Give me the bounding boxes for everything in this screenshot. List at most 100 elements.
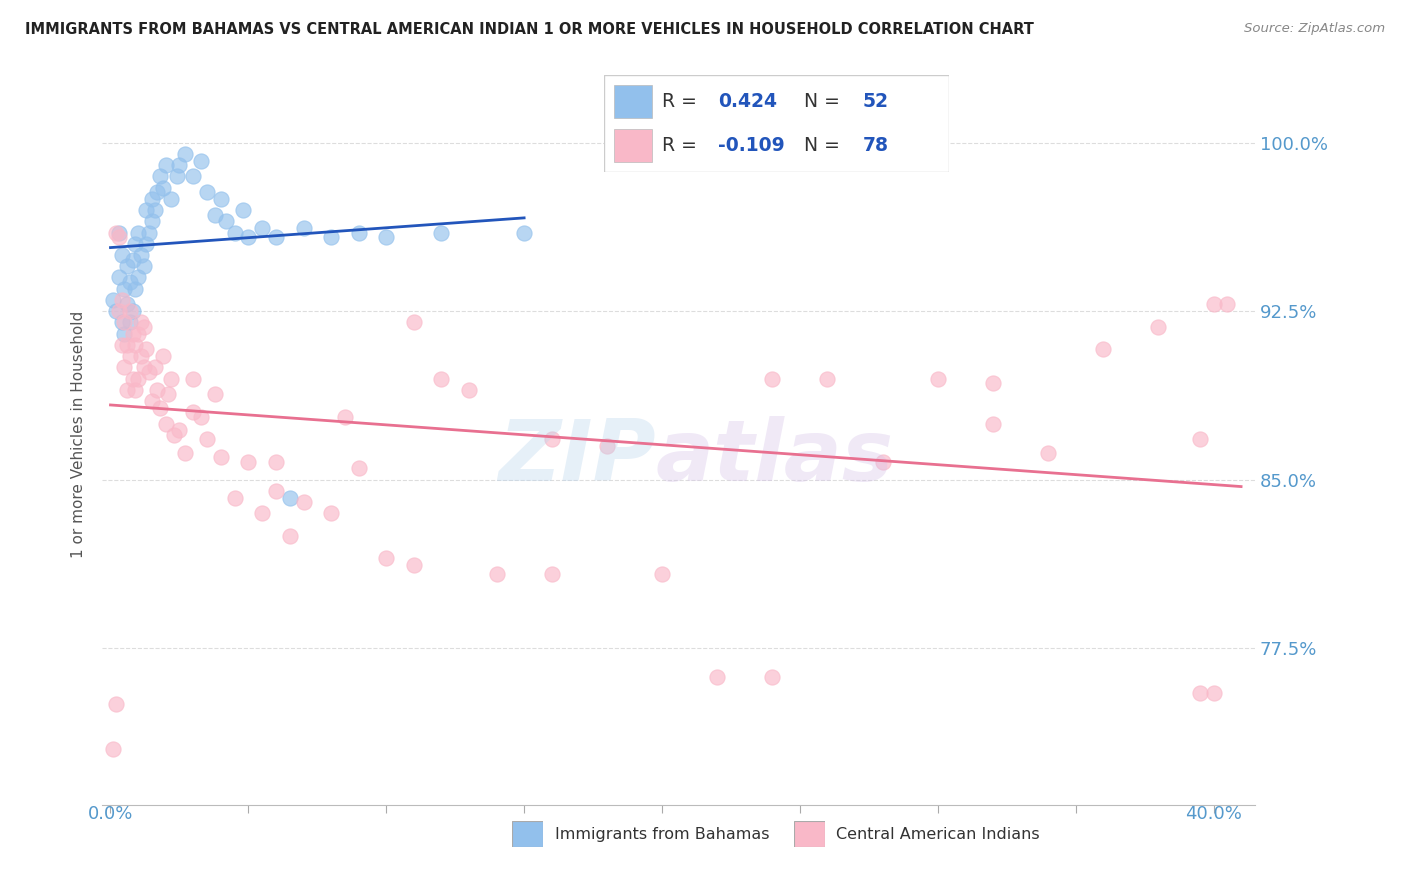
Point bbox=[485, 567, 508, 582]
Point bbox=[264, 455, 287, 469]
Point bbox=[127, 326, 149, 341]
Point bbox=[112, 360, 135, 375]
Point bbox=[127, 270, 149, 285]
Point bbox=[195, 432, 218, 446]
Point bbox=[209, 192, 232, 206]
Point bbox=[333, 409, 356, 424]
Point bbox=[651, 567, 673, 582]
Point bbox=[103, 742, 125, 756]
Point bbox=[105, 698, 128, 712]
Point bbox=[375, 230, 398, 244]
Point bbox=[152, 180, 174, 194]
Point bbox=[347, 461, 370, 475]
Point bbox=[204, 387, 226, 401]
Point bbox=[981, 376, 1004, 390]
Point bbox=[160, 192, 183, 206]
Point bbox=[706, 670, 728, 684]
Point bbox=[121, 371, 143, 385]
Point bbox=[238, 230, 260, 244]
Point bbox=[761, 670, 783, 684]
Point bbox=[135, 203, 157, 218]
Point bbox=[540, 567, 562, 582]
Point bbox=[224, 491, 246, 505]
Point bbox=[1036, 446, 1059, 460]
Text: ZIP: ZIP bbox=[498, 416, 655, 499]
Point bbox=[132, 320, 155, 334]
Point bbox=[110, 338, 132, 352]
Point bbox=[118, 349, 141, 363]
Point bbox=[319, 507, 342, 521]
Point bbox=[292, 221, 315, 235]
Point bbox=[166, 169, 188, 184]
Point bbox=[430, 371, 453, 385]
Point bbox=[121, 326, 143, 341]
Point bbox=[138, 226, 160, 240]
Point bbox=[118, 304, 141, 318]
Point bbox=[190, 153, 212, 168]
Point bbox=[209, 450, 232, 465]
Point bbox=[1202, 686, 1225, 700]
Point bbox=[1147, 320, 1170, 334]
Point bbox=[872, 455, 894, 469]
Point bbox=[169, 423, 191, 437]
Point bbox=[121, 252, 143, 267]
Point bbox=[181, 405, 204, 419]
Point bbox=[250, 507, 273, 521]
Point bbox=[1092, 343, 1115, 357]
Point bbox=[1188, 432, 1211, 446]
Point bbox=[103, 293, 125, 307]
Point bbox=[124, 383, 146, 397]
Point bbox=[264, 230, 287, 244]
Point bbox=[238, 455, 260, 469]
Point bbox=[115, 338, 138, 352]
Point bbox=[160, 371, 183, 385]
Point bbox=[224, 226, 246, 240]
Point bbox=[146, 185, 169, 199]
Point bbox=[319, 230, 342, 244]
Point bbox=[121, 304, 143, 318]
Point bbox=[124, 236, 146, 251]
Point bbox=[110, 315, 132, 329]
Point bbox=[135, 236, 157, 251]
Point bbox=[596, 439, 619, 453]
Point bbox=[292, 495, 315, 509]
Point bbox=[105, 226, 128, 240]
Point bbox=[143, 360, 166, 375]
Point bbox=[540, 432, 562, 446]
Point bbox=[981, 417, 1004, 431]
Point bbox=[141, 394, 163, 409]
Point bbox=[174, 446, 197, 460]
Point bbox=[163, 427, 186, 442]
Point bbox=[107, 270, 129, 285]
Point bbox=[124, 338, 146, 352]
Point bbox=[458, 383, 481, 397]
Point bbox=[118, 275, 141, 289]
Point bbox=[143, 203, 166, 218]
Point bbox=[107, 304, 129, 318]
Point bbox=[264, 483, 287, 498]
Point bbox=[347, 226, 370, 240]
Point bbox=[115, 383, 138, 397]
Point bbox=[115, 297, 138, 311]
Point bbox=[127, 371, 149, 385]
Point bbox=[817, 371, 839, 385]
Point bbox=[1188, 686, 1211, 700]
Text: IMMIGRANTS FROM BAHAMAS VS CENTRAL AMERICAN INDIAN 1 OR MORE VEHICLES IN HOUSEHO: IMMIGRANTS FROM BAHAMAS VS CENTRAL AMERI… bbox=[25, 22, 1035, 37]
Point bbox=[174, 147, 197, 161]
Point bbox=[157, 387, 180, 401]
Point bbox=[105, 304, 128, 318]
Point bbox=[402, 558, 425, 572]
Point bbox=[110, 248, 132, 262]
Point bbox=[107, 230, 129, 244]
Point bbox=[149, 401, 172, 415]
Point bbox=[375, 551, 398, 566]
Point bbox=[1216, 297, 1239, 311]
Point bbox=[107, 226, 129, 240]
Point bbox=[124, 282, 146, 296]
Point bbox=[204, 208, 226, 222]
Point bbox=[135, 343, 157, 357]
Point bbox=[250, 221, 273, 235]
Point bbox=[195, 185, 218, 199]
Point bbox=[190, 409, 212, 424]
Point bbox=[132, 260, 155, 274]
